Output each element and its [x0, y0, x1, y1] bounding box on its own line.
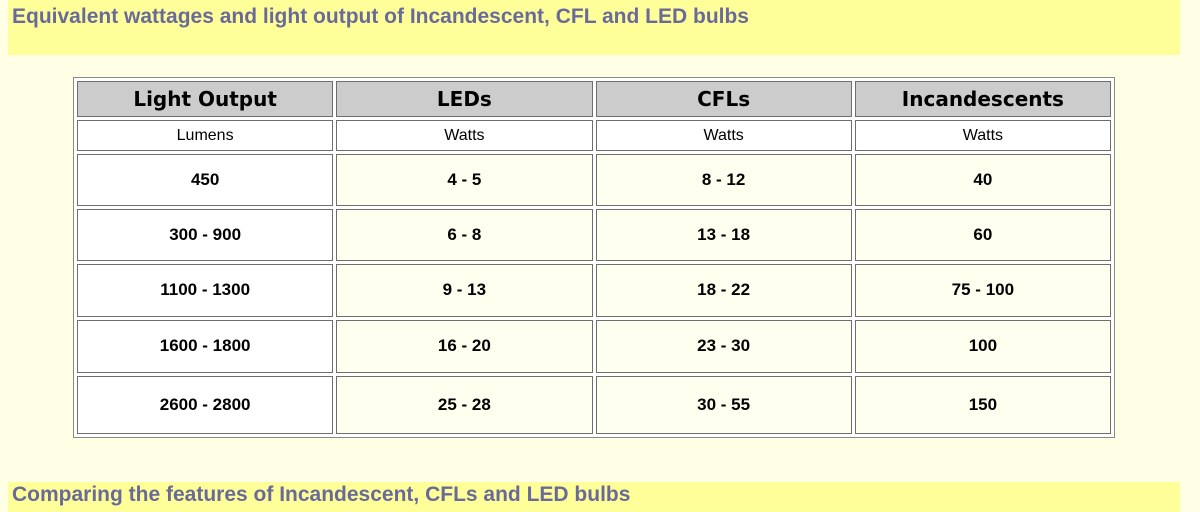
header-leds: LEDs: [336, 81, 593, 117]
cell-led-watts: 25 - 28: [336, 375, 593, 434]
unit-incandescents: Watts: [854, 120, 1111, 152]
cell-led-watts: 16 - 20: [336, 319, 593, 373]
cell-cfl-watts: 23 - 30: [595, 319, 852, 373]
header-cfls: CFLs: [595, 81, 852, 117]
page-title: Equivalent wattages and light output of …: [12, 5, 749, 28]
next-section-heading: Comparing the features of Incandescent, …: [12, 483, 631, 506]
cell-cfl-watts: 13 - 18: [595, 209, 852, 261]
page-heading-banner: Equivalent wattages and light output of …: [8, 0, 1180, 55]
header-incandescents: Incandescents: [854, 81, 1111, 117]
unit-cfls: Watts: [595, 120, 852, 152]
cell-incandescent-watts: 60: [854, 209, 1111, 261]
bulb-equivalence-table: Light Output LEDs CFLs Incandescents Lum…: [73, 77, 1115, 438]
cell-cfl-watts: 30 - 55: [595, 375, 852, 434]
equivalence-table: Light Output LEDs CFLs Incandescents Lum…: [74, 78, 1114, 437]
cell-lumens: 1600 - 1800: [77, 319, 334, 373]
cell-cfl-watts: 18 - 22: [595, 263, 852, 317]
cell-incandescent-watts: 75 - 100: [854, 263, 1111, 317]
cell-incandescent-watts: 100: [854, 319, 1111, 373]
cell-led-watts: 6 - 8: [336, 209, 593, 261]
cell-lumens: 450: [77, 154, 334, 207]
cell-incandescent-watts: 150: [854, 375, 1111, 434]
cell-cfl-watts: 8 - 12: [595, 154, 852, 207]
table-row: 450 4 - 5 8 - 12 40: [77, 154, 1111, 207]
unit-leds: Watts: [336, 120, 593, 152]
cell-led-watts: 4 - 5: [336, 154, 593, 207]
table-header-row: Light Output LEDs CFLs Incandescents: [77, 81, 1111, 117]
cell-lumens: 1100 - 1300: [77, 263, 334, 317]
cell-lumens: 300 - 900: [77, 209, 334, 261]
table-row: 2600 - 2800 25 - 28 30 - 55 150: [77, 375, 1111, 434]
table-row: 1600 - 1800 16 - 20 23 - 30 100: [77, 319, 1111, 373]
table-row: 300 - 900 6 - 8 13 - 18 60: [77, 209, 1111, 261]
units-row: Lumens Watts Watts Watts: [77, 120, 1111, 152]
table-row: 1100 - 1300 9 - 13 18 - 22 75 - 100: [77, 263, 1111, 317]
header-light-output: Light Output: [77, 81, 334, 117]
unit-light-output: Lumens: [77, 120, 334, 152]
cell-lumens: 2600 - 2800: [77, 375, 334, 434]
next-section-banner: Comparing the features of Incandescent, …: [8, 482, 1180, 512]
cell-led-watts: 9 - 13: [336, 263, 593, 317]
cell-incandescent-watts: 40: [854, 154, 1111, 207]
